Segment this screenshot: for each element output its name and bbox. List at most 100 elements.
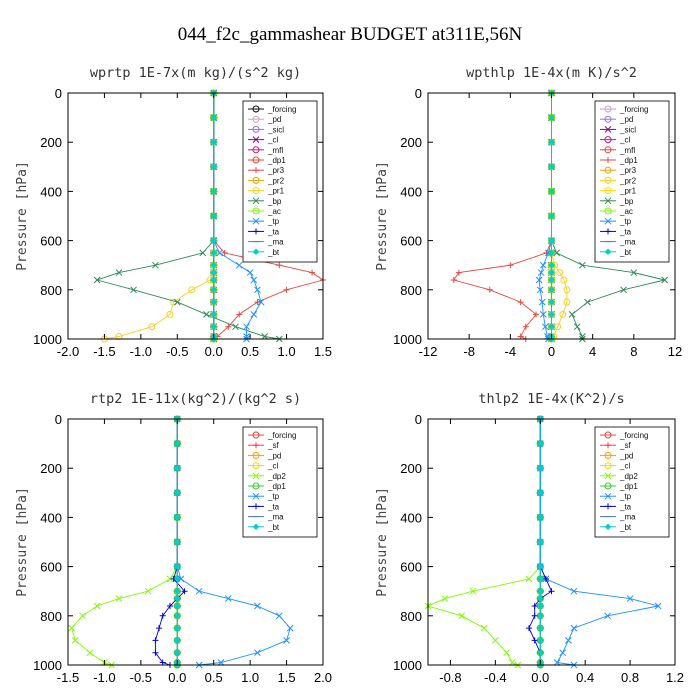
legend-entry: _cl	[619, 462, 630, 471]
legend-marker	[604, 523, 612, 531]
series-point	[210, 261, 218, 269]
series-point	[539, 261, 547, 269]
legend-entry: _ma	[619, 238, 636, 247]
series-point	[130, 286, 137, 294]
series-point	[210, 163, 218, 171]
x-tick-label: 0.8	[621, 670, 639, 685]
series-group	[68, 415, 294, 669]
series-point	[93, 602, 101, 610]
series-point	[216, 249, 223, 257]
legend-marker	[252, 217, 260, 225]
legend-marker	[252, 523, 260, 531]
x-tick-label: -8	[463, 344, 475, 359]
series-point	[71, 637, 79, 644]
series-point	[486, 286, 493, 293]
series-line-dp1	[452, 93, 552, 340]
series-point	[246, 269, 254, 276]
legend-entry: _forcing	[619, 105, 648, 114]
y-tick-label: 400	[40, 184, 62, 199]
legend-marker	[604, 472, 612, 480]
series-point	[536, 286, 544, 294]
x-tick-label: 1.5	[278, 670, 296, 685]
series-group	[424, 415, 662, 669]
series-point	[210, 311, 218, 318]
series-point	[173, 602, 181, 610]
legend-marker	[252, 176, 260, 184]
series-point	[173, 464, 181, 472]
series-point	[531, 602, 538, 609]
series-point	[556, 269, 564, 277]
series-point	[257, 298, 265, 306]
series-point	[156, 625, 163, 632]
series-point	[536, 575, 544, 583]
series-point	[630, 269, 638, 276]
series-point	[210, 188, 218, 195]
series-point	[232, 323, 239, 331]
series-point	[536, 595, 544, 602]
series-point	[210, 286, 218, 294]
y-tick-label: 200	[40, 461, 62, 476]
series-point	[584, 298, 591, 306]
legend-entry: _pr1	[267, 187, 285, 196]
y-tick-label: 400	[400, 184, 422, 199]
legend-entry: _tp	[267, 217, 280, 226]
x-tick-label: 0.4	[576, 670, 594, 685]
series-point	[286, 624, 294, 632]
y-tick-label: 800	[40, 283, 62, 298]
y-tick-label: 600	[40, 234, 62, 249]
series-point	[531, 637, 538, 644]
series-point	[79, 612, 86, 620]
legend-entry: _forcing	[267, 431, 296, 440]
legend-marker	[604, 482, 612, 490]
series-point	[579, 261, 586, 269]
series-point	[115, 595, 123, 602]
series-point	[455, 269, 462, 276]
legend-marker	[604, 187, 612, 195]
y-tick-label: 400	[40, 510, 62, 525]
x-tick-label: -4	[505, 344, 517, 359]
series-point	[243, 323, 250, 331]
series-point	[166, 310, 174, 318]
series-point	[173, 440, 181, 447]
legend-marker	[252, 187, 260, 195]
legend-entry: _sf	[267, 441, 279, 450]
panel-title: wpthlp 1E-4x(m K)/s^2	[466, 65, 637, 81]
series-point	[441, 595, 449, 602]
legend-marker	[604, 492, 612, 500]
series-point	[536, 649, 544, 657]
legend-marker	[252, 248, 260, 256]
legend-entry: _dp1	[619, 156, 638, 165]
y-tick-label: 600	[400, 560, 422, 575]
legend-entry: _bt	[267, 248, 280, 257]
legend-marker	[253, 167, 259, 174]
y-tick-label: 200	[400, 461, 422, 476]
series-point	[536, 514, 544, 521]
legend-marker	[604, 176, 612, 184]
series-point	[531, 612, 538, 619]
y-tick-label: 200	[400, 135, 422, 150]
legend-entry: _ta	[267, 502, 280, 511]
panel-title: wprtp 1E-7x(m kg)/(s^2 kg)	[90, 65, 301, 81]
series-point	[159, 612, 166, 619]
series-point	[275, 612, 283, 620]
series-point	[203, 311, 210, 318]
series-point	[548, 212, 555, 220]
series-point	[195, 587, 203, 595]
panel-title: rtp2 1E-11x(kg^2)/(kg^2 s)	[90, 391, 301, 407]
series-point	[568, 311, 576, 318]
legend-entry: _dp1	[267, 156, 286, 165]
series-point	[503, 649, 510, 657]
series-point	[492, 637, 499, 644]
series-point	[539, 311, 547, 318]
legend-marker	[604, 166, 612, 174]
legend-marker	[252, 105, 260, 113]
legend-marker	[604, 115, 612, 123]
x-tick-label: 12	[668, 344, 682, 359]
series-point	[224, 595, 232, 602]
series-point	[210, 138, 218, 146]
legend: _forcing_pd_sicl_cl_mfl_dp1_pr3_pr2_pr1_…	[242, 100, 318, 263]
series-point	[115, 333, 123, 341]
series-point	[604, 612, 611, 620]
figure-title: 044_f2c_gammashear BUDGET at311E,56N	[178, 24, 523, 45]
legend-box	[242, 100, 318, 263]
